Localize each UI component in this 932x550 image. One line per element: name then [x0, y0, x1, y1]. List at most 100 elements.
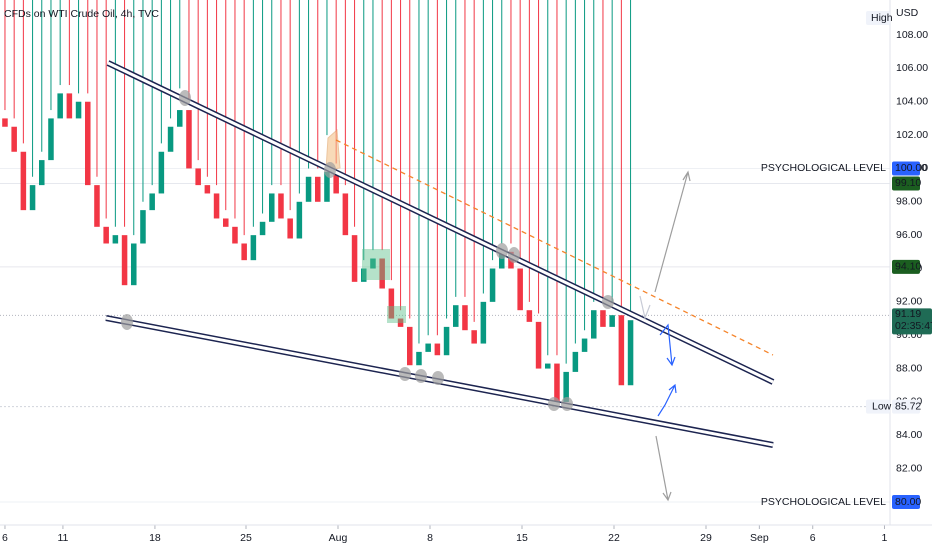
level-text: PSYCHOLOGICAL LEVEL	[761, 162, 886, 174]
candle-body	[223, 218, 229, 227]
arrow	[654, 170, 691, 293]
candle-body	[425, 343, 431, 352]
candle-body	[57, 93, 63, 119]
candle-body	[471, 330, 477, 344]
price-tag	[892, 259, 920, 274]
candle-body	[39, 160, 45, 186]
labels: 82.0084.0086.0088.0090.0092.0094.0096.00…	[2, 11, 932, 544]
last-price-label: 91.19	[895, 308, 921, 320]
candle-body	[177, 110, 183, 127]
price-tag-label: 99.10	[895, 177, 921, 189]
currency: USD	[896, 7, 919, 19]
candle-body	[213, 193, 220, 219]
candle-body	[121, 235, 128, 286]
price-tag	[892, 399, 920, 414]
x-tick-label: Sep	[750, 532, 769, 544]
grid	[0, 34, 890, 529]
candle-body	[572, 351, 579, 372]
zone-box	[387, 306, 406, 323]
high-tag-bg	[866, 11, 890, 25]
candle-body	[489, 268, 496, 302]
y-tick-label: 82.00	[896, 462, 922, 474]
candle-body	[370, 258, 376, 269]
arrow	[657, 383, 677, 417]
dashed-line	[335, 139, 774, 356]
candle-body	[278, 193, 284, 219]
candle-body	[499, 251, 505, 269]
candle-body	[103, 226, 109, 244]
candle-body	[407, 326, 413, 366]
x-tick-label: 1	[882, 532, 888, 544]
candle-body	[581, 338, 588, 352]
low-label: Low	[872, 400, 892, 412]
x-tick-label: 6	[810, 532, 816, 544]
candle-body	[75, 101, 82, 119]
y-tick-label: 88.00	[896, 362, 922, 374]
candle-body	[20, 151, 27, 211]
candle-body	[324, 171, 330, 202]
x-tick-label: 11	[57, 532, 68, 544]
candle-body	[158, 151, 165, 194]
candle-body	[361, 268, 367, 282]
x-tick-label: 8	[427, 532, 433, 544]
price-tag-label: 94.10	[895, 261, 921, 273]
countdown: 02:35:47	[895, 320, 932, 332]
y-tick-label: 106.00	[896, 62, 928, 74]
last-price-tag	[892, 308, 932, 335]
candle-body	[232, 226, 238, 244]
candle-body	[131, 243, 137, 286]
candle-body	[305, 176, 312, 202]
touch-points	[121, 90, 614, 411]
level-text: PSYCHOLOGICAL LEVEL	[761, 496, 886, 508]
x-tick-label: 6	[2, 532, 8, 544]
candle-body	[480, 301, 487, 344]
y-tick-label: 98.00	[896, 196, 922, 208]
candle-body	[397, 318, 404, 327]
arrow	[655, 435, 672, 502]
candle-body	[94, 185, 100, 227]
candle-body	[591, 310, 597, 339]
candle-body	[11, 126, 17, 152]
x-tick-label: 29	[700, 532, 712, 544]
candle-body	[563, 371, 569, 402]
candle-body	[259, 221, 266, 236]
candle-body	[462, 305, 468, 331]
y-tick-label: 108.00	[896, 29, 928, 41]
drawings	[105, 60, 775, 502]
price-tag-label: 100.00	[895, 162, 927, 174]
candle-body	[609, 315, 615, 327]
candle-body	[29, 185, 36, 211]
candle-body	[416, 351, 422, 366]
y-tick-label: 104.00	[896, 96, 928, 108]
candle-body	[434, 343, 441, 356]
x-tick-label: 18	[149, 532, 161, 544]
candle-body	[287, 218, 293, 239]
x-tick-label: 25	[240, 532, 252, 544]
candle-body	[627, 320, 634, 386]
candle-body	[351, 235, 358, 282]
price-tag	[892, 494, 920, 509]
candle-body	[167, 126, 174, 152]
candle-body	[140, 210, 146, 244]
trendline	[107, 61, 774, 384]
candle-body	[453, 305, 459, 327]
candle-body	[379, 258, 385, 289]
y-tick-label: 92.00	[896, 296, 922, 308]
candle-body	[315, 176, 321, 202]
candle-body	[342, 193, 349, 236]
candle-body	[149, 193, 155, 211]
y-tick-label: 102.00	[896, 129, 928, 141]
low-tag-bg	[866, 399, 890, 414]
candle-body	[333, 171, 339, 194]
candle-body	[186, 110, 192, 169]
candle-body	[554, 363, 560, 402]
candle-body	[195, 168, 201, 186]
arrow	[639, 295, 651, 321]
candle-body	[618, 315, 625, 386]
candle-body	[241, 243, 247, 261]
candles	[2, 0, 634, 402]
candle-body	[535, 321, 542, 369]
y-tick-label: 84.00	[896, 429, 922, 441]
y-tick-label: 96.00	[896, 229, 922, 241]
